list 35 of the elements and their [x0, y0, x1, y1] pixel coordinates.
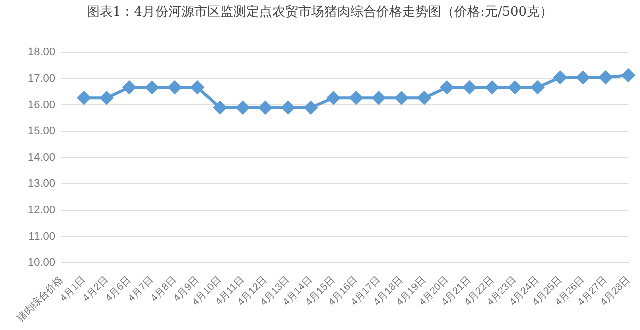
- point: [599, 71, 612, 84]
- point: [123, 81, 136, 94]
- point: [236, 101, 250, 114]
- point: [214, 101, 227, 114]
- point: [100, 92, 114, 105]
- point: [191, 81, 204, 94]
- point: [508, 81, 522, 94]
- chart-title: 图表1：4月份河源市区监测定点农贸市场猪肉综合价格走势图（价格:元/500克）: [86, 4, 554, 22]
- y-tick-label: 16.00: [28, 99, 56, 112]
- point: [259, 101, 272, 114]
- point: [395, 92, 408, 105]
- point: [576, 71, 590, 84]
- y-tick-label: 14.00: [28, 152, 56, 164]
- y-tick-label: 18.00: [28, 46, 56, 59]
- point: [531, 81, 544, 94]
- y-tick-label: 13.00: [28, 178, 56, 190]
- y-tick-label: 12.00: [28, 204, 56, 216]
- point: [418, 92, 431, 105]
- point: [78, 92, 91, 105]
- y-tick-label: 15.00: [28, 126, 56, 138]
- point: [168, 81, 182, 94]
- point: [350, 92, 363, 105]
- y-tick-label: 11.00: [28, 230, 56, 243]
- point: [146, 81, 159, 94]
- point: [440, 81, 454, 94]
- point: [372, 92, 386, 105]
- y-tick-label: 10.00: [28, 257, 56, 270]
- point: [282, 101, 295, 114]
- point: [622, 68, 636, 82]
- point: [486, 81, 499, 94]
- point: [463, 81, 476, 94]
- y-tick-label: 17.00: [28, 72, 56, 85]
- point: [554, 71, 567, 84]
- point: [304, 101, 318, 114]
- point: [327, 92, 340, 105]
